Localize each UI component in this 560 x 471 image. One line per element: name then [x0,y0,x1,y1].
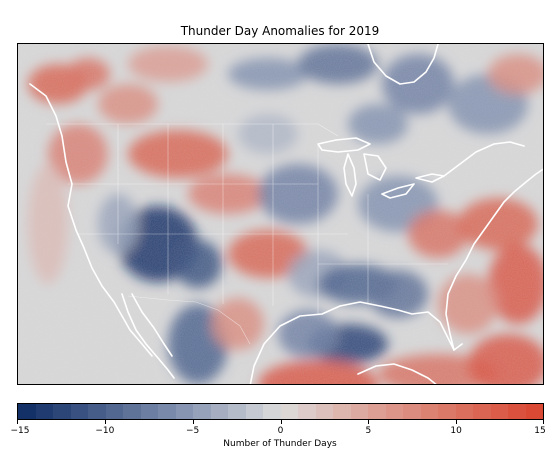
colorbar-label: Number of Thunder Days [223,439,337,449]
colorbar-segment [473,404,491,419]
colorbar-tick-label: −15 [10,426,30,436]
colorbar-segment [263,404,281,419]
colorbar-segment [245,404,263,419]
colorbar-tick-label: −10 [95,426,115,436]
colorbar-segment [70,404,88,419]
colorbar-tick-label: 15 [534,426,546,436]
anomaly-map [17,43,544,385]
baja-coastline [121,293,175,379]
lake-huron [363,153,387,181]
lake-michigan [343,153,357,197]
colorbar-segment [438,404,456,419]
colorbar-segment [228,404,246,419]
chart-title: Thunder Day Anomalies for 2019 [180,24,380,38]
cuba-coastline [357,363,437,384]
colorbar-segment [193,404,211,419]
colorbar [17,403,544,420]
colorbar-segment [333,404,351,419]
colorbar-segment [53,404,71,419]
colorbar-segment [368,404,386,419]
gulf-coastline [249,301,463,384]
colorbar-segment [280,404,298,419]
st-lawrence-river [443,141,525,177]
colorbar-segment [420,404,438,419]
colorbar-segment [105,404,123,419]
colorbar-segment [525,404,543,419]
colorbar-segment [175,404,193,419]
colorbar-tick [543,420,544,424]
east-coastline [445,168,543,351]
colorbar-segment [140,404,158,419]
us-canada-border [46,123,339,137]
colorbar-segment [490,404,508,419]
colorbar-tick-label: 10 [450,426,462,436]
colorbar-tick [17,420,18,424]
colorbar-segment [315,404,333,419]
lake-superior [317,137,371,153]
colorbar-tick [368,420,369,424]
west-coastline [29,83,153,357]
colorbar-segment [350,404,368,419]
map-noise-texture [18,44,543,384]
colorbar-segment [88,404,106,419]
hudson-bay-coast [367,44,439,85]
colorbar-segment [123,404,141,419]
colorbar-segment [508,404,526,419]
colorbar-tick [281,420,282,424]
colorbar-segment [385,404,403,419]
lake-erie [381,183,415,199]
colorbar-segment [455,404,473,419]
colorbar-tick-label: −5 [186,426,200,436]
colorbar-segment [158,404,176,419]
colorbar-segment [403,404,421,419]
colorbar-tick-label: 0 [277,426,284,436]
colorbar-tick-label: 5 [365,426,372,436]
colorbar-tick [456,420,457,424]
colorbar-tick [193,420,194,424]
us-mexico-border [127,295,251,345]
colorbar-segment [18,404,36,419]
gulf-california-coast [131,293,173,357]
colorbar-segment [210,404,228,419]
colorbar-tick [105,420,106,424]
colorbar-ticks [17,420,544,426]
colorbar-segment [35,404,53,419]
colorbar-segment [298,404,316,419]
